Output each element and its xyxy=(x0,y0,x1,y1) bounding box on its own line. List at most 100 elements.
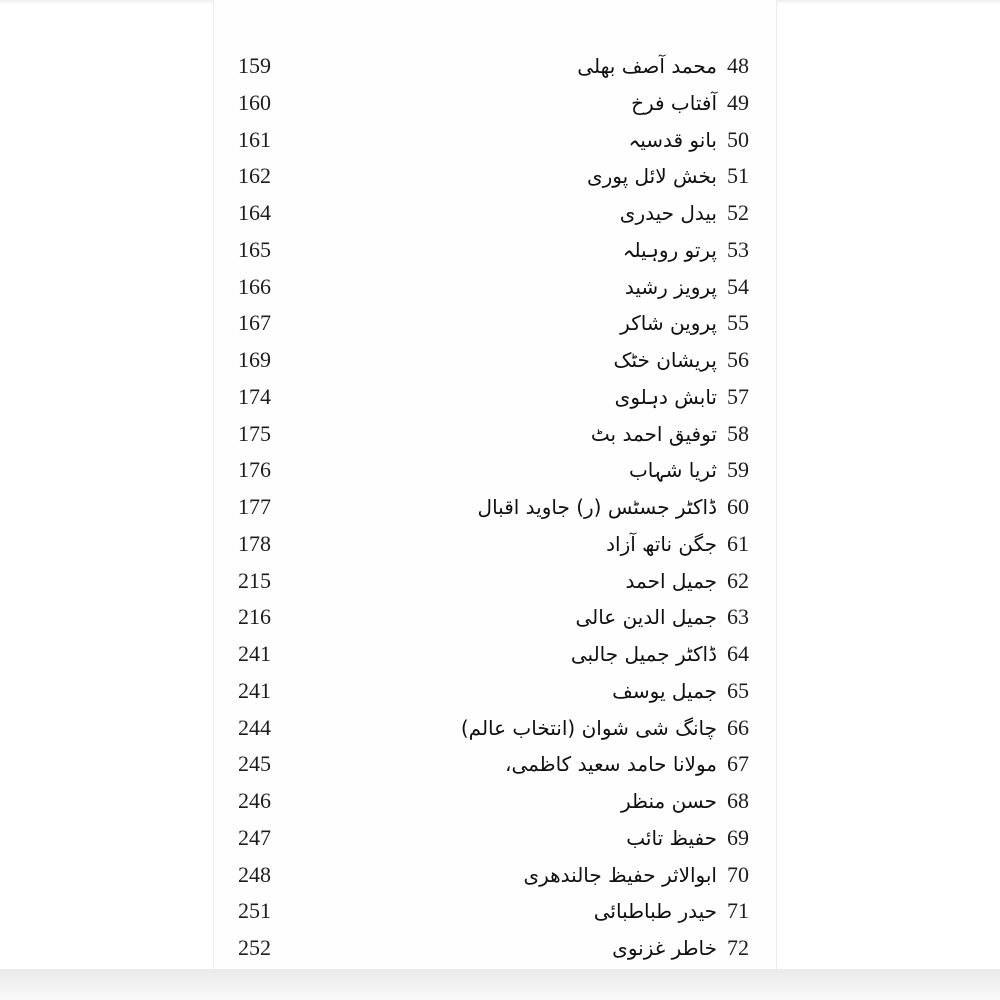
entry-serial-number: 63 xyxy=(727,604,749,630)
page-number: 244 xyxy=(238,714,271,740)
entry-serial-number: 60 xyxy=(727,494,749,519)
toc-row: 246 حسن منظر 68 xyxy=(0,783,1000,820)
entry-serial-number: 58 xyxy=(727,420,749,446)
entry-name-urdu: حسن منظر xyxy=(621,789,717,813)
toc-row: 252 خاطر غزنوی 72 xyxy=(0,930,1000,967)
entry-name-urdu: ڈاکٹر جمیل جالبی xyxy=(570,642,717,666)
entry-name-urdu: پروین شاکر xyxy=(620,311,717,336)
entry-name-urdu: توفیق احمد بٹ xyxy=(590,421,717,446)
page-number: 174 xyxy=(238,383,271,409)
page-number: 246 xyxy=(238,788,271,813)
entry-serial-number: 67 xyxy=(727,751,749,777)
entry-serial-number: 57 xyxy=(727,383,749,409)
entry-serial-number: 49 xyxy=(727,89,749,115)
entry-name-urdu: ڈاکٹر جسٹس (ر) جاوید اقبال xyxy=(477,495,717,519)
scanned-book-page xyxy=(213,0,777,969)
page-bottom-edge-shade xyxy=(0,969,1000,1000)
page-number: 251 xyxy=(238,898,271,924)
entry-serial-number: 59 xyxy=(727,457,749,483)
entry-serial-number: 62 xyxy=(727,567,749,593)
entry-serial-number: 70 xyxy=(727,861,749,887)
toc-row: 174 تابش دہلوی 57 xyxy=(0,379,1000,416)
entry-serial-number: 50 xyxy=(727,126,749,152)
page-number: 252 xyxy=(238,935,271,960)
toc-row: 159 محمد آصف بھلی 48 xyxy=(0,48,1000,85)
toc-row: 245 مولانا حامد سعید کاظمی، 67 xyxy=(0,746,1000,783)
page-number: 241 xyxy=(238,677,271,703)
entry-name-urdu: پریشان خٹک xyxy=(613,348,717,372)
entry-serial-number: 52 xyxy=(727,200,749,225)
entry-serial-number: 66 xyxy=(727,714,749,740)
entry-name-urdu: حفیظ تائب xyxy=(626,825,717,850)
toc-row: 241 جمیل یوسف 65 xyxy=(0,673,1000,710)
toc-row: 215 جمیل احمد 62 xyxy=(0,563,1000,600)
toc-row: 161 بانو قدسیہ 50 xyxy=(0,122,1000,159)
page-number: 241 xyxy=(238,641,271,666)
page-number: 176 xyxy=(238,457,271,483)
page-number: 160 xyxy=(238,89,271,115)
toc-row: 247 حفیظ تائب 69 xyxy=(0,820,1000,857)
entry-serial-number: 48 xyxy=(727,53,749,78)
toc-row: 162 بخش لائل پوری 51 xyxy=(0,158,1000,195)
entry-name-urdu: جمیل الدین عالی xyxy=(575,605,717,630)
toc-row: 176 ثریا شہاب 59 xyxy=(0,452,1000,489)
page-number: 164 xyxy=(238,200,271,225)
toc-row: 175 توفیق احمد بٹ 58 xyxy=(0,416,1000,453)
toc-row: 248 ابوالاثر حفیظ جالندھری 70 xyxy=(0,857,1000,894)
entry-serial-number: 64 xyxy=(727,641,749,666)
entry-name-urdu: پرتو روہیلہ xyxy=(622,237,717,262)
entry-serial-number: 72 xyxy=(727,935,749,960)
entry-name-urdu: چانگ شی شوان (انتخاب عالم) xyxy=(460,715,717,740)
entry-name-urdu: آفتاب فرخ xyxy=(631,90,717,115)
entry-serial-number: 51 xyxy=(727,163,749,189)
entry-name-urdu: ثریا شہاب xyxy=(628,458,717,483)
page-number: 166 xyxy=(238,273,271,299)
entry-name-urdu: جگن ناتھ آزاد xyxy=(606,531,717,556)
entry-name-urdu: بیدل حیدری xyxy=(619,201,717,225)
entry-serial-number: 61 xyxy=(727,530,749,556)
entry-name-urdu: جمیل احمد xyxy=(625,568,717,593)
page-number: 175 xyxy=(238,420,271,446)
entry-name-urdu: بخش لائل پوری xyxy=(586,164,717,189)
entry-name-urdu: بانو قدسیہ xyxy=(628,127,718,152)
page-number: 216 xyxy=(238,604,271,630)
toc-row: 244 چانگ شی شوان (انتخاب عالم) 66 xyxy=(0,710,1000,747)
page-number: 167 xyxy=(238,310,271,336)
toc-row: 216 جمیل الدین عالی 63 xyxy=(0,599,1000,636)
entry-name-urdu: جمیل یوسف xyxy=(612,678,717,703)
entry-serial-number: 53 xyxy=(727,236,749,262)
toc-row: 166 پرویز رشید 54 xyxy=(0,269,1000,306)
toc-row: 164 بیدل حیدری 52 xyxy=(0,195,1000,232)
toc-row: 160 آفتاب فرخ 49 xyxy=(0,85,1000,122)
entry-serial-number: 69 xyxy=(727,824,749,850)
page-number: 245 xyxy=(238,751,271,777)
page-number: 159 xyxy=(238,53,271,78)
toc-row: 241 ڈاکٹر جمیل جالبی 64 xyxy=(0,636,1000,673)
toc-row: 251 حیدر طباطبائی 71 xyxy=(0,893,1000,930)
page-number: 162 xyxy=(238,163,271,189)
toc-row: 169 پریشان خٹک 56 xyxy=(0,342,1000,379)
entry-name-urdu: حیدر طباطبائی xyxy=(593,899,717,924)
entry-serial-number: 55 xyxy=(727,310,749,336)
toc-row: 178 جگن ناتھ آزاد 61 xyxy=(0,526,1000,563)
page-number: 215 xyxy=(238,567,271,593)
page-number: 178 xyxy=(238,530,271,556)
entry-serial-number: 71 xyxy=(727,898,749,924)
page-number: 165 xyxy=(238,236,271,262)
entry-serial-number: 68 xyxy=(727,788,749,813)
entry-name-urdu: خاطر غزنوی xyxy=(612,936,717,960)
page-number: 247 xyxy=(238,824,271,850)
entry-name-urdu: مولانا حامد سعید کاظمی، xyxy=(504,752,717,777)
entry-serial-number: 56 xyxy=(727,347,749,372)
entry-serial-number: 65 xyxy=(727,677,749,703)
entry-name-urdu: تابش دہلوی xyxy=(614,384,717,409)
entry-name-urdu: محمد آصف بھلی xyxy=(577,54,717,78)
page-number: 161 xyxy=(238,126,271,152)
index-entries-list: 159 محمد آصف بھلی 48 160 آفتاب فرخ 49 16… xyxy=(0,48,1000,967)
entry-name-urdu: پرویز رشید xyxy=(624,274,717,299)
page-number: 248 xyxy=(238,861,271,887)
page-number: 169 xyxy=(238,347,271,372)
entry-serial-number: 54 xyxy=(727,273,749,299)
page-number: 177 xyxy=(238,494,271,519)
toc-row: 177 ڈاکٹر جسٹس (ر) جاوید اقبال 60 xyxy=(0,489,1000,526)
